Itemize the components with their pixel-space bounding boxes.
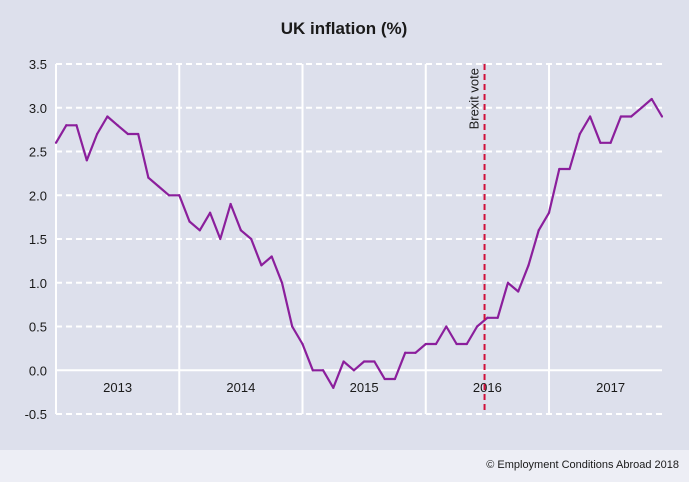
data-point xyxy=(619,115,623,118)
data-point xyxy=(239,229,242,232)
data-point xyxy=(208,211,212,214)
y-tick-label: 0.5 xyxy=(29,320,47,335)
y-tick-label: 3.0 xyxy=(29,101,47,116)
data-point xyxy=(188,220,191,223)
data-point xyxy=(393,377,397,381)
x-year-label: 2016 xyxy=(473,380,502,395)
data-point xyxy=(321,369,325,372)
data-point xyxy=(578,132,581,136)
data-point xyxy=(178,194,181,197)
data-point xyxy=(311,369,314,372)
data-point xyxy=(373,360,376,363)
data-point xyxy=(660,115,664,118)
data-point xyxy=(568,167,571,171)
chart: UK inflation (%) 2013 2014 2015 2016 2017 -0… xyxy=(25,19,664,422)
data-point xyxy=(291,325,294,328)
footer-band xyxy=(0,450,689,482)
data-point xyxy=(280,281,284,284)
data-point xyxy=(476,325,479,328)
data-point xyxy=(404,351,407,354)
y-tick-label: -0.5 xyxy=(25,407,47,422)
x-year-label: 2014 xyxy=(226,380,255,395)
data-point xyxy=(609,141,612,144)
x-year-label: 2015 xyxy=(350,380,379,395)
data-point xyxy=(640,106,643,109)
data-point xyxy=(445,325,448,328)
year-dividers: 2013 2014 2015 2016 2017 xyxy=(103,64,625,414)
data-point xyxy=(383,377,386,381)
data-point xyxy=(260,264,263,267)
data-point xyxy=(650,97,653,101)
y-tick-label: 2.0 xyxy=(29,188,47,203)
data-point xyxy=(558,167,561,171)
y-tick-label: 0.0 xyxy=(29,363,47,378)
data-point xyxy=(434,342,438,346)
data-point xyxy=(250,237,253,241)
data-point xyxy=(424,342,427,346)
data-point xyxy=(537,229,540,232)
data-point xyxy=(414,351,417,354)
chart-title: UK inflation (%) xyxy=(281,19,408,38)
data-point xyxy=(486,316,489,319)
series-layer xyxy=(54,97,664,389)
data-point xyxy=(630,115,633,118)
data-point xyxy=(54,141,58,144)
y-tick-label: 1.5 xyxy=(29,232,47,247)
data-point xyxy=(198,229,201,232)
data-point xyxy=(157,185,160,188)
y-tick-label: 3.5 xyxy=(29,57,47,72)
data-point xyxy=(332,386,335,389)
data-point xyxy=(599,141,602,144)
data-point xyxy=(517,290,520,293)
data-point xyxy=(465,342,468,346)
data-point xyxy=(137,132,140,136)
data-point xyxy=(126,132,129,136)
data-point xyxy=(342,360,345,363)
copyright-notice: © Employment Conditions Abroad 2018 xyxy=(486,459,679,471)
data-point xyxy=(85,159,88,162)
gridlines xyxy=(55,63,662,415)
data-point xyxy=(229,202,232,206)
data-point xyxy=(167,194,171,197)
data-point xyxy=(506,281,510,284)
brexit-vote-label: Brexit vote xyxy=(467,68,482,129)
x-year-label: 2013 xyxy=(103,380,132,395)
data-point xyxy=(455,342,458,346)
data-point xyxy=(301,342,304,346)
data-point xyxy=(352,369,355,372)
data-point xyxy=(106,115,109,118)
data-point xyxy=(547,211,551,214)
data-point xyxy=(363,360,366,363)
data-point xyxy=(75,124,78,127)
data-point xyxy=(147,176,150,179)
data-point xyxy=(527,264,530,267)
data-point xyxy=(116,124,119,127)
data-point xyxy=(219,237,222,241)
annotation-layer: Brexit vote xyxy=(467,64,486,414)
data-point xyxy=(496,316,499,319)
data-point xyxy=(95,132,99,136)
data-point xyxy=(589,115,592,118)
inflation-line xyxy=(55,97,663,389)
x-year-label: 2017 xyxy=(596,380,625,395)
y-tick-label: 2.5 xyxy=(29,145,47,160)
y-axis-ticks: -0.5 0.0 0.5 1.0 1.5 2.0 2.5 3.0 3.5 xyxy=(25,57,47,422)
data-point xyxy=(270,255,273,258)
data-point xyxy=(65,124,68,127)
y-tick-label: 1.0 xyxy=(29,276,47,291)
